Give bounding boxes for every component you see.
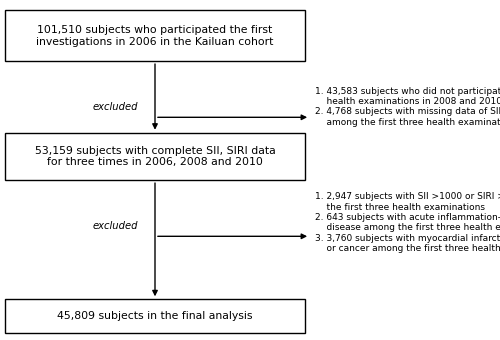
Text: 101,510 subjects who participated the first
investigations in 2006 in the Kailua: 101,510 subjects who participated the fi… [36, 25, 274, 47]
FancyBboxPatch shape [5, 10, 305, 61]
Text: excluded: excluded [92, 102, 138, 112]
FancyBboxPatch shape [5, 133, 305, 180]
Text: 1. 2,947 subjects with SII >1000 or SIRI >3  among
    the first three health ex: 1. 2,947 subjects with SII >1000 or SIRI… [315, 192, 500, 253]
Text: 53,159 subjects with complete SII, SIRI data
for three times in 2006, 2008 and 2: 53,159 subjects with complete SII, SIRI … [34, 146, 276, 167]
FancyBboxPatch shape [5, 299, 305, 333]
Text: 45,809 subjects in the final analysis: 45,809 subjects in the final analysis [57, 311, 253, 321]
Text: 1. 43,583 subjects who did not participate the
    health examinations in 2008 a: 1. 43,583 subjects who did not participa… [315, 87, 500, 127]
Text: excluded: excluded [92, 221, 138, 231]
